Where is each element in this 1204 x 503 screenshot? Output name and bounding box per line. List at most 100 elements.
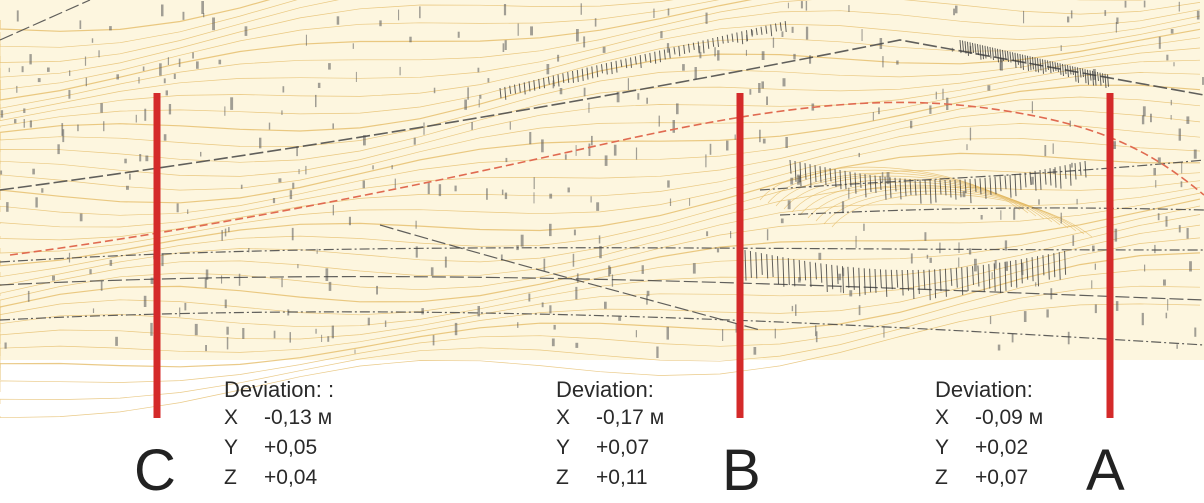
survey-point [517,23,519,36]
slope-hatch [884,176,887,200]
survey-point [362,180,365,189]
slope-hatch [890,269,893,290]
slope-hatch [712,38,715,47]
contour-line [0,224,1201,356]
slope-hatch [766,254,769,279]
slope-hatch [692,42,695,50]
slope-hatch [731,33,734,43]
slope-hatch [1034,170,1037,191]
survey-point [348,216,351,226]
survey-point [115,336,118,346]
survey-point [790,177,794,185]
survey-point [203,13,205,18]
survey-point [1170,99,1172,106]
slope-hatch [1084,160,1087,178]
slope-hatch [1054,167,1057,188]
survey-point [502,43,505,52]
survey-point [79,20,82,29]
survey-point [438,184,442,197]
survey-point [479,94,482,99]
survey-point [504,192,508,200]
survey-point [1144,264,1146,272]
road-line [0,0,91,41]
slope-hatch [824,167,827,186]
slope-hatch [831,264,834,290]
survey-point [68,89,71,99]
slope-hatch [977,44,979,56]
slope-hatch [1064,250,1067,275]
slope-hatch [923,269,926,290]
slope-hatch [586,67,589,80]
survey-point [962,191,966,198]
survey-point [793,53,796,60]
slope-hatch [934,269,937,299]
survey-point [1067,331,1070,345]
slope-hatch [950,268,953,286]
slope-hatch [809,164,812,188]
survey-point [423,122,425,135]
survey-point [842,267,845,277]
survey-point [1000,210,1002,220]
survey-point [682,64,685,71]
slope-hatch [799,162,802,187]
survey-point [103,121,105,132]
survey-point [367,317,370,326]
survey-point [991,272,993,279]
survey-point [714,47,716,57]
survey-point [599,246,602,259]
slope-hatch [562,73,565,83]
survey-point [780,218,784,224]
survey-point [1023,311,1027,322]
survey-point [1038,199,1040,205]
slope-hatch [1032,56,1034,70]
survey-point [689,198,691,206]
slope-hatch [1079,162,1082,176]
survey-point [989,316,992,325]
slope-hatch [929,179,932,204]
slope-hatch [663,49,666,60]
survey-point [1202,77,1204,85]
survey-point [1094,263,1096,270]
slope-hatch [1026,258,1029,280]
survey-point [692,263,696,274]
survey-point [533,192,535,204]
survey-point [543,258,546,271]
survey-point [161,253,164,267]
slope-hatch [914,179,917,196]
survey-point [1076,198,1078,205]
survey-point [1116,17,1119,24]
contour-line [0,138,1201,254]
slope-hatch [1094,71,1097,86]
deviation-title: Deviation: : [224,377,335,402]
survey-point [281,110,283,115]
survey-point [809,55,812,64]
survey-point [546,64,550,75]
deviation-x-value: -0,09 м [975,406,1044,429]
slope-hatch [741,31,744,45]
survey-point [795,304,797,316]
survey-point [520,234,524,247]
survey-point [79,213,83,222]
slope-hatch [1019,53,1022,69]
slope-hatch [917,269,920,295]
slope-hatch [842,266,844,294]
slope-hatch [961,267,964,296]
slope-hatch [924,179,927,195]
survey-point [372,165,374,170]
slope-hatch [864,174,867,198]
survey-point [471,122,473,130]
survey-point [444,256,447,268]
survey-point [23,108,26,113]
slope-hatch [844,170,847,190]
survey-point [590,196,592,203]
survey-point [163,78,166,84]
survey-point [487,78,490,83]
survey-point [336,16,340,25]
contour-line [0,205,1201,332]
survey-point [168,104,172,115]
survey-point [129,173,131,180]
survey-point [658,115,660,127]
survey-point [910,253,913,264]
slope-hatch [1049,168,1052,186]
survey-point [282,86,285,93]
